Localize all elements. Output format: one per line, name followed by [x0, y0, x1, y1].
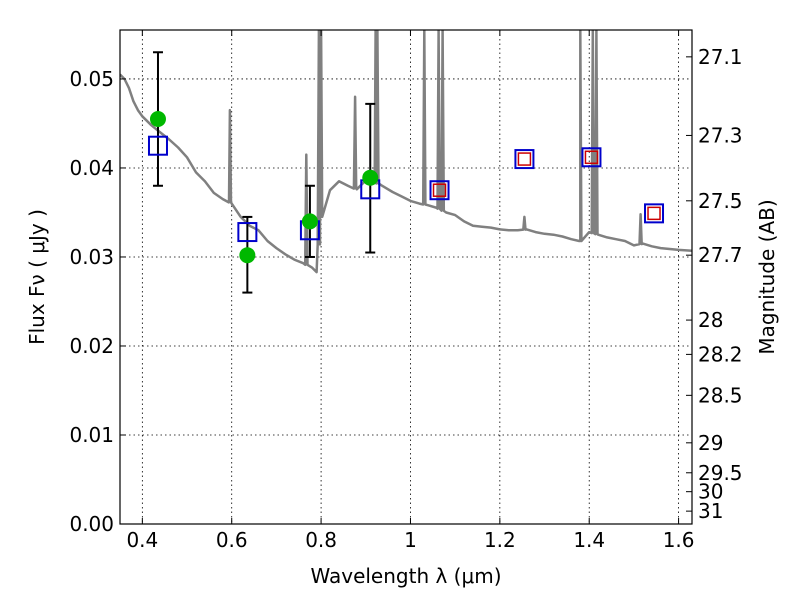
plot-frame — [119, 29, 693, 525]
model-square-inner — [517, 152, 532, 166]
right-axis-title: Magnitude (AB) — [755, 199, 779, 354]
x-tick-label: 1.4 — [573, 528, 605, 552]
y-tick-label: 0.01 — [69, 423, 114, 447]
magnitude-tick-label: 27.1 — [698, 45, 743, 69]
model-square-inner — [432, 183, 447, 197]
magnitude-tick-label: 29 — [698, 431, 723, 455]
plot-area — [120, 30, 692, 294]
model-square — [644, 203, 665, 224]
y-tick-labels: 0.00 0.01 0.02 0.03 0.04 0.05 — [69, 67, 114, 536]
y-tick-label: 0.04 — [69, 156, 114, 180]
observed-point — [239, 247, 256, 264]
y-tick-label: 0.00 — [69, 512, 114, 536]
sed-model-line — [120, 30, 692, 274]
magnitude-tick-label: 27.3 — [698, 123, 743, 147]
observed-points — [149, 111, 379, 264]
model-square — [429, 180, 450, 201]
magnitude-tick-label: 28.2 — [698, 342, 743, 366]
x-tick-label: 0.6 — [216, 528, 248, 552]
model-square — [147, 135, 168, 156]
magnitude-tick-label: 27.5 — [698, 189, 743, 213]
y-axis-title: Flux Fν ( μJy ) — [25, 209, 49, 345]
x-tick-label: 0.4 — [126, 528, 158, 552]
x-tick-label: 0.8 — [305, 528, 337, 552]
x-tick-label: 1 — [404, 528, 417, 552]
x-tick-labels: 0.4 0.6 0.8 1 1.2 1.4 1.6 — [126, 528, 694, 552]
model-square — [237, 222, 258, 243]
model-square-inner — [584, 150, 599, 165]
model-square — [514, 149, 535, 170]
model-square — [581, 147, 602, 168]
magnitude-tick-label: 27.7 — [698, 243, 743, 267]
magnitude-tick-label: 28 — [698, 308, 723, 332]
x-tick-label: 1.6 — [663, 528, 695, 552]
magnitude-tick-label: 29.5 — [698, 461, 743, 485]
axis-ticks — [120, 30, 692, 525]
y-tick-label: 0.03 — [69, 245, 114, 269]
model-photometry — [147, 135, 665, 243]
x-tick-label: 1.2 — [484, 528, 516, 552]
plot-background — [120, 30, 692, 524]
magnitude-tick-label: 28.5 — [698, 383, 743, 407]
observed-point — [301, 213, 318, 230]
observed-point — [362, 169, 379, 186]
observed-point — [149, 111, 166, 128]
model-square-inner — [647, 206, 661, 221]
x-axis-title: Wavelength λ (μm) — [310, 564, 501, 588]
magnitude-tick-label: 30 — [698, 480, 723, 504]
y-tick-label: 0.02 — [69, 334, 114, 358]
magnitude-tick-label: 31 — [698, 499, 723, 523]
y-tick-label: 0.05 — [69, 67, 114, 91]
